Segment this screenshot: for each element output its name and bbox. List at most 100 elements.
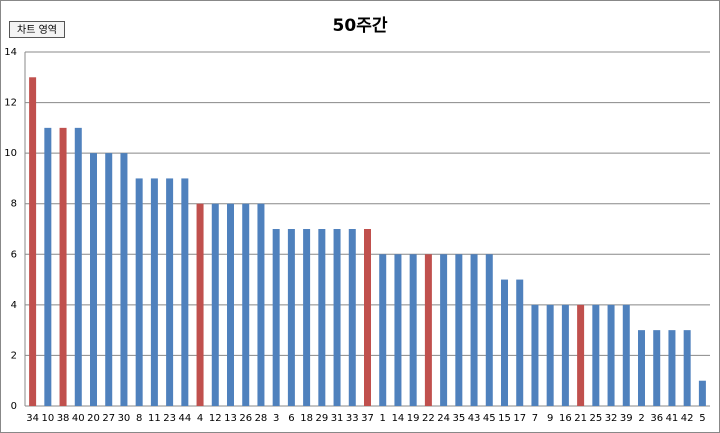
bar (272, 229, 280, 406)
bar (577, 304, 585, 406)
bar (44, 127, 52, 406)
bar (546, 304, 554, 406)
bar (29, 77, 37, 407)
bar (196, 203, 204, 406)
x-tick-label: 27 (102, 413, 115, 424)
x-tick-label: 2 (638, 413, 644, 424)
x-tick-label: 18 (300, 413, 313, 424)
chart-title: 50주간 (333, 16, 388, 36)
x-tick-label: 43 (468, 413, 481, 424)
bar (120, 153, 128, 406)
bar (379, 254, 387, 406)
x-tick-label: 41 (666, 413, 679, 424)
y-tick-label: 14 (4, 47, 17, 58)
x-tick-label: 13 (224, 413, 237, 424)
x-tick-label: 40 (72, 413, 85, 424)
x-tick-label: 4 (197, 413, 203, 424)
bar (440, 254, 448, 406)
y-tick-label: 12 (4, 98, 17, 109)
bar (531, 304, 539, 406)
x-tick-label: 28 (255, 413, 268, 424)
x-tick-label: 30 (118, 413, 131, 424)
x-tick-label: 31 (331, 413, 344, 424)
x-tick-label: 24 (437, 413, 450, 424)
y-tick-label: 8 (11, 199, 17, 210)
bar (683, 330, 691, 406)
x-tick-label: 32 (605, 413, 618, 424)
bar (105, 153, 113, 406)
x-tick-label: 11 (148, 413, 161, 424)
x-tick-label: 42 (681, 413, 694, 424)
x-tick-label: 33 (346, 413, 359, 424)
x-tick-label: 36 (650, 413, 663, 424)
bar (181, 178, 189, 406)
x-tick-label: 22 (422, 413, 435, 424)
bar (90, 153, 97, 406)
bar (668, 330, 676, 406)
bar (364, 229, 371, 406)
bar (257, 203, 265, 406)
bar (409, 254, 417, 406)
x-tick-label: 21 (574, 413, 587, 424)
bar (698, 380, 706, 406)
x-tick-label: 14 (392, 413, 405, 424)
x-tick-label: 39 (620, 413, 633, 424)
bar (150, 178, 158, 406)
tooltip-box (9, 21, 65, 38)
bar (74, 127, 82, 406)
x-tick-label: 5 (699, 413, 705, 424)
x-tick-label: 26 (239, 413, 252, 424)
bar (211, 203, 219, 406)
bar (348, 229, 356, 406)
bar (638, 330, 645, 406)
x-tick-label: 38 (57, 413, 70, 424)
bar (394, 254, 402, 406)
x-tick-label: 45 (483, 413, 496, 424)
bar (516, 279, 524, 406)
bar (135, 178, 143, 406)
x-tick-label: 9 (547, 413, 553, 424)
x-tick-label: 37 (361, 413, 374, 424)
bar (242, 203, 250, 406)
y-tick-label: 2 (11, 350, 17, 361)
bar (470, 254, 478, 406)
y-tick-label: 6 (11, 249, 17, 260)
bar (303, 229, 311, 406)
bar (333, 229, 341, 406)
bar (424, 254, 432, 406)
bar (607, 304, 615, 406)
x-tick-label: 20 (87, 413, 100, 424)
x-tick-label: 6 (288, 413, 294, 424)
x-tick-label: 1 (380, 413, 386, 424)
x-tick-label: 10 (41, 413, 54, 424)
x-tick-label: 17 (513, 413, 526, 424)
x-tick-label: 23 (163, 413, 176, 424)
x-tick-label: 35 (452, 413, 465, 424)
x-tick-label: 15 (498, 413, 511, 424)
x-tick-label: 8 (136, 413, 142, 424)
y-tick-label: 4 (11, 300, 17, 311)
bar (318, 229, 326, 406)
bar (455, 254, 463, 406)
bar (501, 279, 508, 406)
bar (592, 304, 600, 406)
x-tick-label: 12 (209, 413, 222, 424)
bar (287, 229, 295, 406)
bar (653, 330, 661, 406)
x-tick-label: 7 (532, 413, 538, 424)
y-tick-label: 10 (4, 148, 17, 159)
x-tick-label: 34 (26, 413, 39, 424)
bar (561, 304, 569, 406)
bar (59, 127, 67, 406)
x-tick-label: 25 (589, 413, 602, 424)
tooltip: 차트 영역 (17, 24, 57, 36)
x-tick-label: 29 (315, 413, 328, 424)
y-tick-label: 0 (11, 401, 17, 412)
bar (166, 178, 174, 406)
x-tick-label: 19 (407, 413, 420, 424)
x-tick-label: 3 (273, 413, 279, 424)
bar (227, 203, 234, 406)
x-tick-label: 16 (559, 413, 572, 424)
